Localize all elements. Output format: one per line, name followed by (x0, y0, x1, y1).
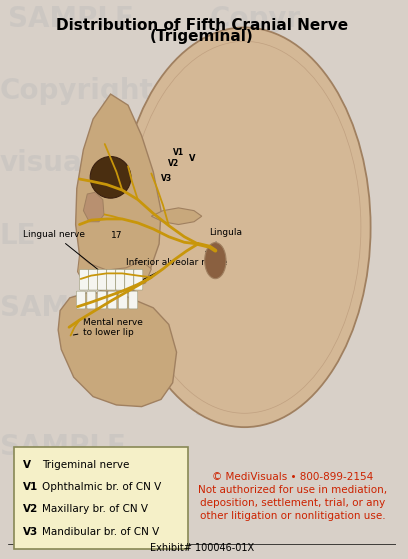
Text: V2: V2 (23, 504, 38, 514)
Text: V3: V3 (23, 527, 38, 537)
Text: (Trigeminal): (Trigeminal) (150, 30, 254, 44)
FancyBboxPatch shape (129, 291, 138, 309)
Text: Distribution of Fifth Cranial Nerve: Distribution of Fifth Cranial Nerve (56, 18, 348, 34)
Text: V2: V2 (168, 159, 179, 168)
FancyBboxPatch shape (98, 291, 106, 309)
Text: SAMPLE: SAMPLE (0, 294, 126, 322)
Text: SAMPLE: SAMPLE (8, 5, 133, 33)
FancyBboxPatch shape (80, 269, 89, 290)
Text: Trigeminal nerve: Trigeminal nerve (42, 460, 129, 470)
Text: Copyright: Copyright (0, 77, 154, 105)
Text: Inferior alveolar nerve: Inferior alveolar nerve (121, 258, 227, 291)
Polygon shape (75, 94, 161, 296)
Text: V1: V1 (173, 148, 184, 157)
Text: V3: V3 (161, 174, 172, 183)
FancyBboxPatch shape (125, 269, 134, 290)
FancyBboxPatch shape (13, 447, 188, 549)
Text: Medi: Medi (194, 321, 270, 349)
FancyBboxPatch shape (108, 291, 117, 309)
Ellipse shape (205, 243, 226, 278)
Text: LE: LE (0, 221, 36, 250)
Polygon shape (83, 192, 104, 222)
FancyBboxPatch shape (118, 291, 127, 309)
Text: Mandibular br. of CN V: Mandibular br. of CN V (42, 527, 159, 537)
Text: Maxillary br. of CN V: Maxillary br. of CN V (42, 504, 148, 514)
FancyBboxPatch shape (98, 269, 106, 290)
Text: Lingual nerve: Lingual nerve (23, 230, 101, 272)
Text: 17: 17 (111, 231, 122, 240)
Polygon shape (151, 208, 202, 225)
FancyBboxPatch shape (89, 269, 98, 290)
Text: Mental nerve
to lower lip: Mental nerve to lower lip (73, 318, 143, 337)
FancyBboxPatch shape (134, 269, 143, 290)
FancyBboxPatch shape (116, 269, 125, 290)
Text: MediV: MediV (210, 77, 307, 105)
FancyBboxPatch shape (76, 291, 85, 309)
Text: Lingula: Lingula (206, 229, 242, 252)
Text: Ophthalmic br. of CN V: Ophthalmic br. of CN V (42, 482, 161, 492)
Ellipse shape (90, 157, 131, 198)
Polygon shape (58, 292, 177, 406)
Text: V: V (23, 460, 31, 470)
FancyBboxPatch shape (106, 269, 115, 290)
Text: © MediVisuals • 800-899-2154
Not authorized for use in mediation,
deposition, se: © MediVisuals • 800-899-2154 Not authori… (198, 472, 388, 521)
Text: Exhibit# 100046-01X: Exhibit# 100046-01X (150, 543, 254, 553)
Polygon shape (78, 255, 151, 292)
Ellipse shape (118, 27, 370, 427)
Text: V: V (189, 154, 196, 163)
Text: ight: ight (175, 221, 237, 250)
Text: SAMP: SAMP (194, 149, 284, 177)
Text: Copyr: Copyr (210, 5, 301, 33)
Text: S: S (194, 394, 214, 421)
Text: SAMPLE: SAMPLE (0, 433, 126, 461)
Text: visuals: visuals (0, 149, 109, 177)
FancyBboxPatch shape (87, 291, 96, 309)
Text: V1: V1 (23, 482, 38, 492)
